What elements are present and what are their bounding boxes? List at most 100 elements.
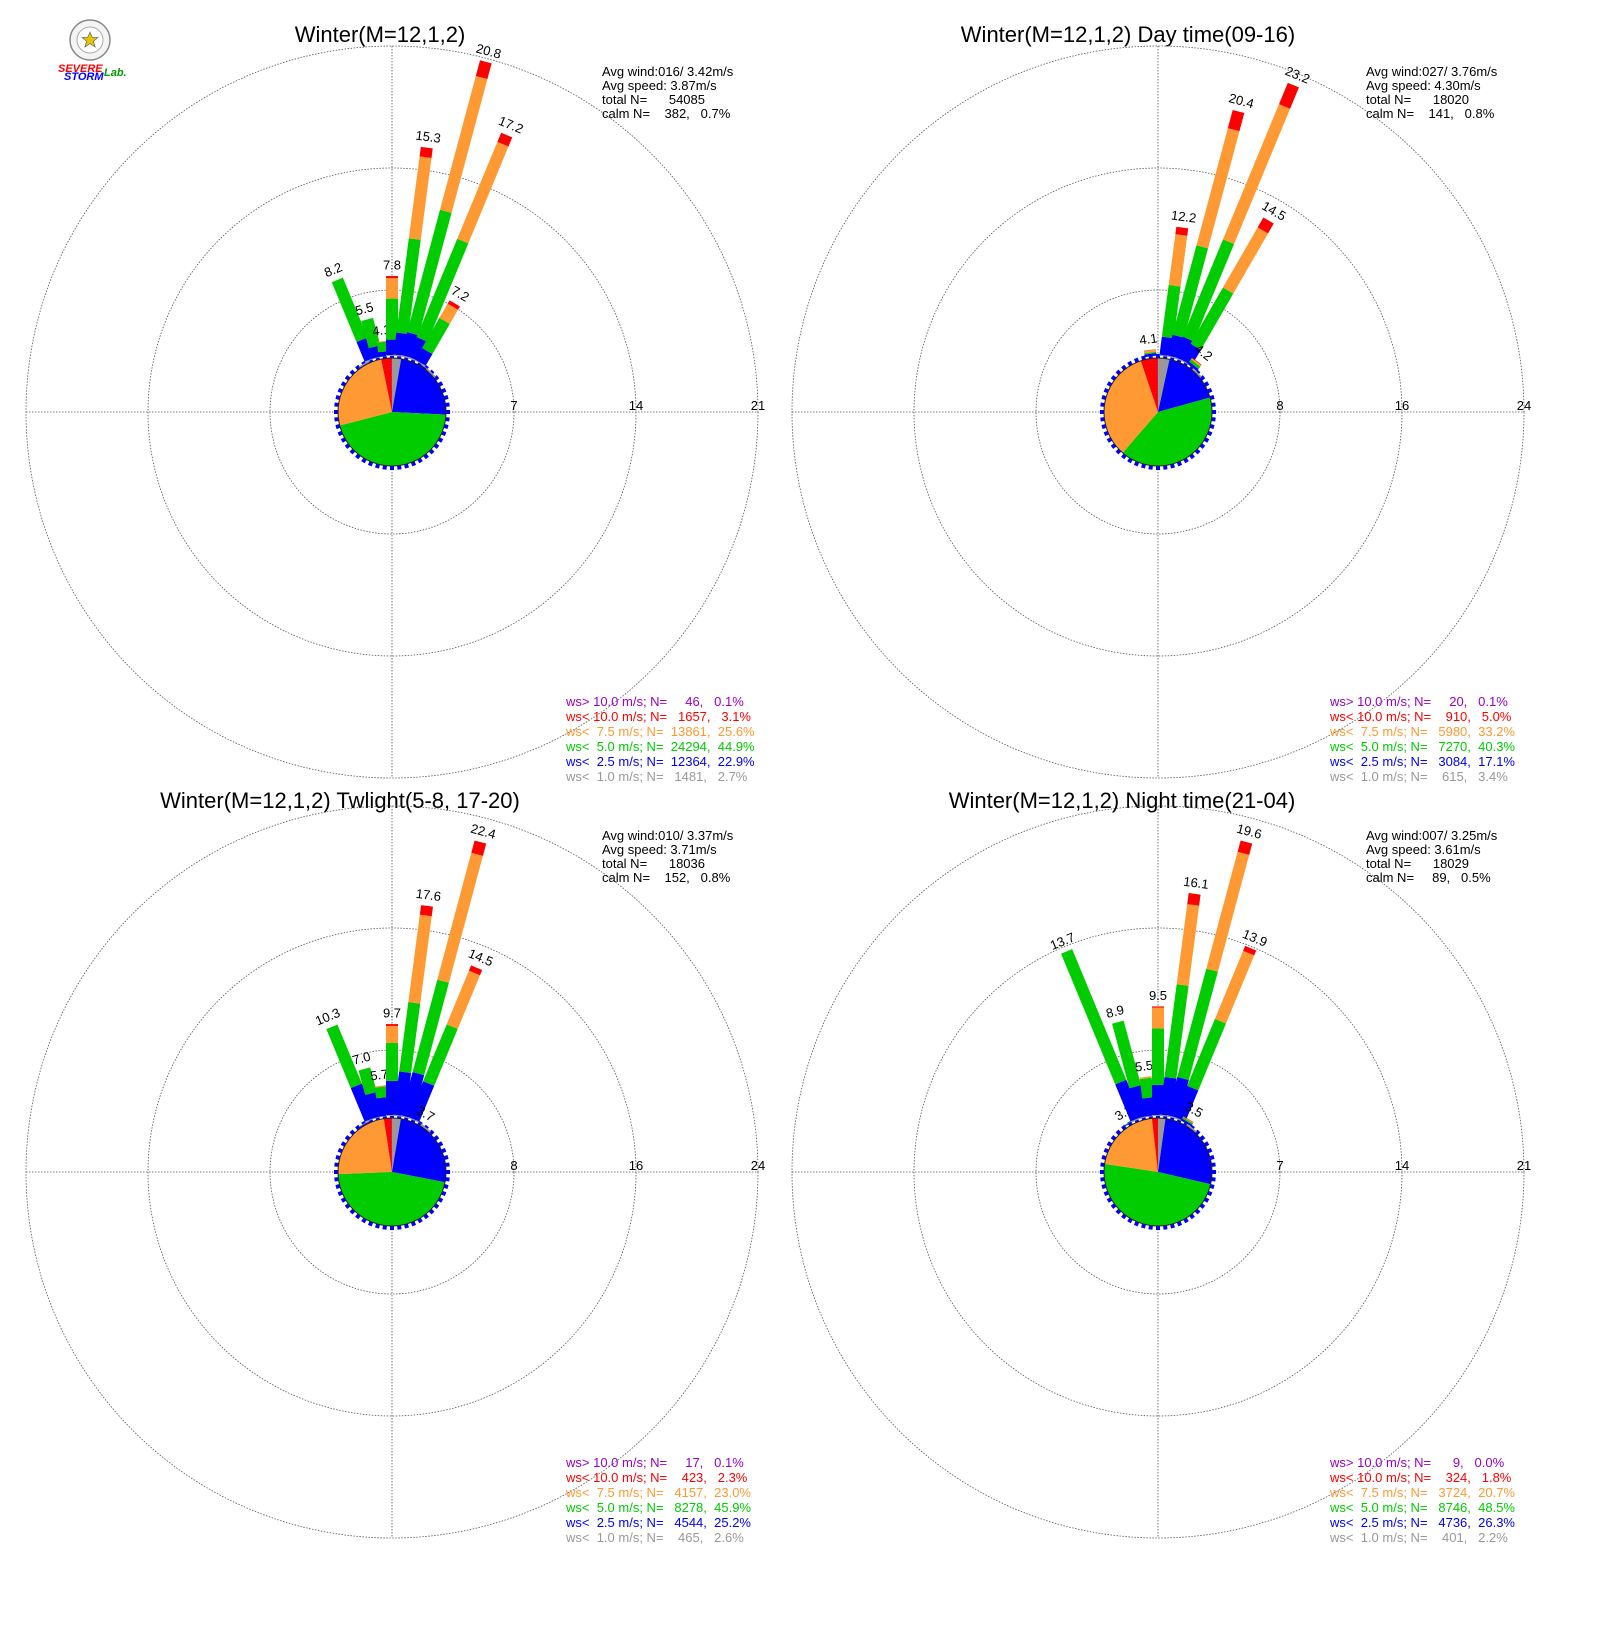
fringe-bar (1183, 457, 1189, 464)
petal-value-label: 20.8 (475, 41, 503, 62)
petal-segment (1187, 1018, 1226, 1091)
pie-outline (337, 1117, 447, 1227)
panel-title: Winter(M=12,1,2) Night time(21-04) (949, 788, 1296, 813)
pie-slice (1140, 358, 1158, 412)
stats-line: total N= 54085 (602, 92, 705, 107)
windrose-panel-1: Winter(M=12,1,2)7 14 218.25.54.17.815.320.… (25, 22, 765, 784)
petal-segment (419, 146, 433, 158)
petal-segment (468, 965, 483, 976)
fringe-bar (1100, 1162, 1105, 1167)
panel-title: Winter(M=12,1,2) (295, 22, 466, 47)
petal-value-label: 15.3 (415, 128, 442, 146)
panel-title: Winter(M=12,1,2) Twlight(5-8, 17-20) (160, 788, 520, 813)
fringe-bar (445, 1162, 450, 1167)
fringe-bar (437, 1197, 444, 1203)
fringe-bar (1194, 1129, 1201, 1136)
fringe-bar (1110, 1203, 1117, 1209)
pie-slice (381, 358, 392, 412)
ring-1 (1035, 289, 1281, 535)
legend-entry: ws< 7.5 m/s; N= 13861, 25.6% (565, 724, 755, 739)
fringe-bar (1100, 402, 1105, 407)
stats-line: Avg speed: 3.61m/s (1366, 842, 1481, 857)
fringe-bar (1121, 1213, 1127, 1220)
petal-segment (1143, 349, 1157, 354)
legend-entry: ws< 2.5 m/s; N= 12364, 22.9% (565, 754, 755, 769)
petal-segment (412, 979, 449, 1076)
pie-slice (1104, 1163, 1211, 1226)
ring-1 (269, 289, 515, 535)
fringe-bar (1101, 1155, 1107, 1160)
stats-line: Avg speed: 3.87m/s (602, 78, 717, 93)
petal-segment (1144, 355, 1157, 358)
fringe-bar (1103, 430, 1109, 437)
stats-line: Avg speed: 3.71m/s (602, 842, 717, 857)
ring-label: 14 (1395, 1158, 1409, 1173)
petal-segment (1257, 217, 1274, 234)
petal-value-label: 17.6 (415, 886, 442, 904)
petal-value-label: 8.9 (1104, 1002, 1125, 1021)
fringe-bar (1100, 1177, 1105, 1182)
petal-segment (414, 359, 426, 367)
legend-entry: ws< 7.5 m/s; N= 3724, 20.7% (1329, 1485, 1515, 1500)
petal-segment (414, 1120, 426, 1127)
petal-segment (1176, 904, 1200, 986)
fringe-bar (404, 1223, 409, 1229)
fringe-bar (1110, 443, 1117, 449)
petal-segment (1175, 226, 1189, 236)
fringe-bar (1103, 1190, 1109, 1197)
fringe-bar (441, 387, 447, 394)
legend-entry: ws< 1.0 m/s; N= 401, 2.2% (1329, 1530, 1508, 1545)
fringe-bar (1133, 461, 1140, 467)
fringe-bar (334, 417, 339, 422)
pie-slice (1158, 1118, 1166, 1172)
fringe-bar (441, 430, 447, 437)
fringe-bar (334, 1162, 339, 1167)
fringe-bar (410, 461, 417, 467)
fringe-bar (1209, 424, 1215, 429)
fringe-bar (1115, 1129, 1122, 1136)
fringe-bar (397, 465, 402, 470)
petal-segment (1152, 1006, 1164, 1008)
pie-slice (339, 412, 446, 467)
petal-segment (1181, 343, 1201, 366)
petal-segment (386, 1043, 398, 1081)
fringe-bar (1209, 395, 1215, 400)
fringe-bar (1207, 1147, 1213, 1154)
fringe-bar (1141, 463, 1146, 469)
petal-segment (457, 141, 509, 244)
legend-entry: ws< 2.5 m/s; N= 4736, 26.3% (1329, 1515, 1515, 1530)
petal-segment (1144, 351, 1157, 355)
petal-segment (1143, 349, 1156, 352)
petal-segment (1172, 245, 1209, 338)
fringe-bar (1106, 1197, 1113, 1203)
fringe-bar (428, 1208, 435, 1215)
fringe-bar (367, 1221, 374, 1227)
fringe-bar (349, 1129, 356, 1136)
logo-text-severe: SEVERE (58, 63, 103, 75)
petal-segment (446, 970, 480, 1029)
ring-label: 24 (1517, 398, 1531, 413)
petal-segment (1061, 949, 1127, 1085)
fringe-bar (1203, 381, 1210, 387)
pie-slice (1158, 358, 1170, 412)
pie-slice (383, 1118, 392, 1172)
petal-segment (1190, 287, 1234, 350)
ring-label: 8 (510, 1158, 517, 1173)
pie-slice (1158, 1118, 1212, 1185)
fringe-bar (334, 1177, 339, 1182)
petal-segment (1124, 1120, 1136, 1127)
fringe-bar (335, 395, 341, 400)
petal-segment (414, 1120, 426, 1127)
fringe-bar (1106, 437, 1113, 443)
pie-slice (392, 358, 446, 415)
petal-segment (1112, 1020, 1141, 1089)
ring-label: 21 (1517, 1158, 1531, 1173)
petal-value-label: 23.2 (1283, 63, 1312, 87)
petal-segment (1237, 840, 1253, 855)
fringe-bar (441, 1190, 447, 1197)
fringe-bar (445, 1177, 450, 1182)
fringe-bar (340, 437, 347, 443)
legend-entry: ws< 10.0 m/s; N= 324, 1.8% (1329, 1470, 1512, 1485)
fringe-bar (1101, 395, 1107, 400)
petal-value-label: 16.1 (1183, 874, 1210, 892)
